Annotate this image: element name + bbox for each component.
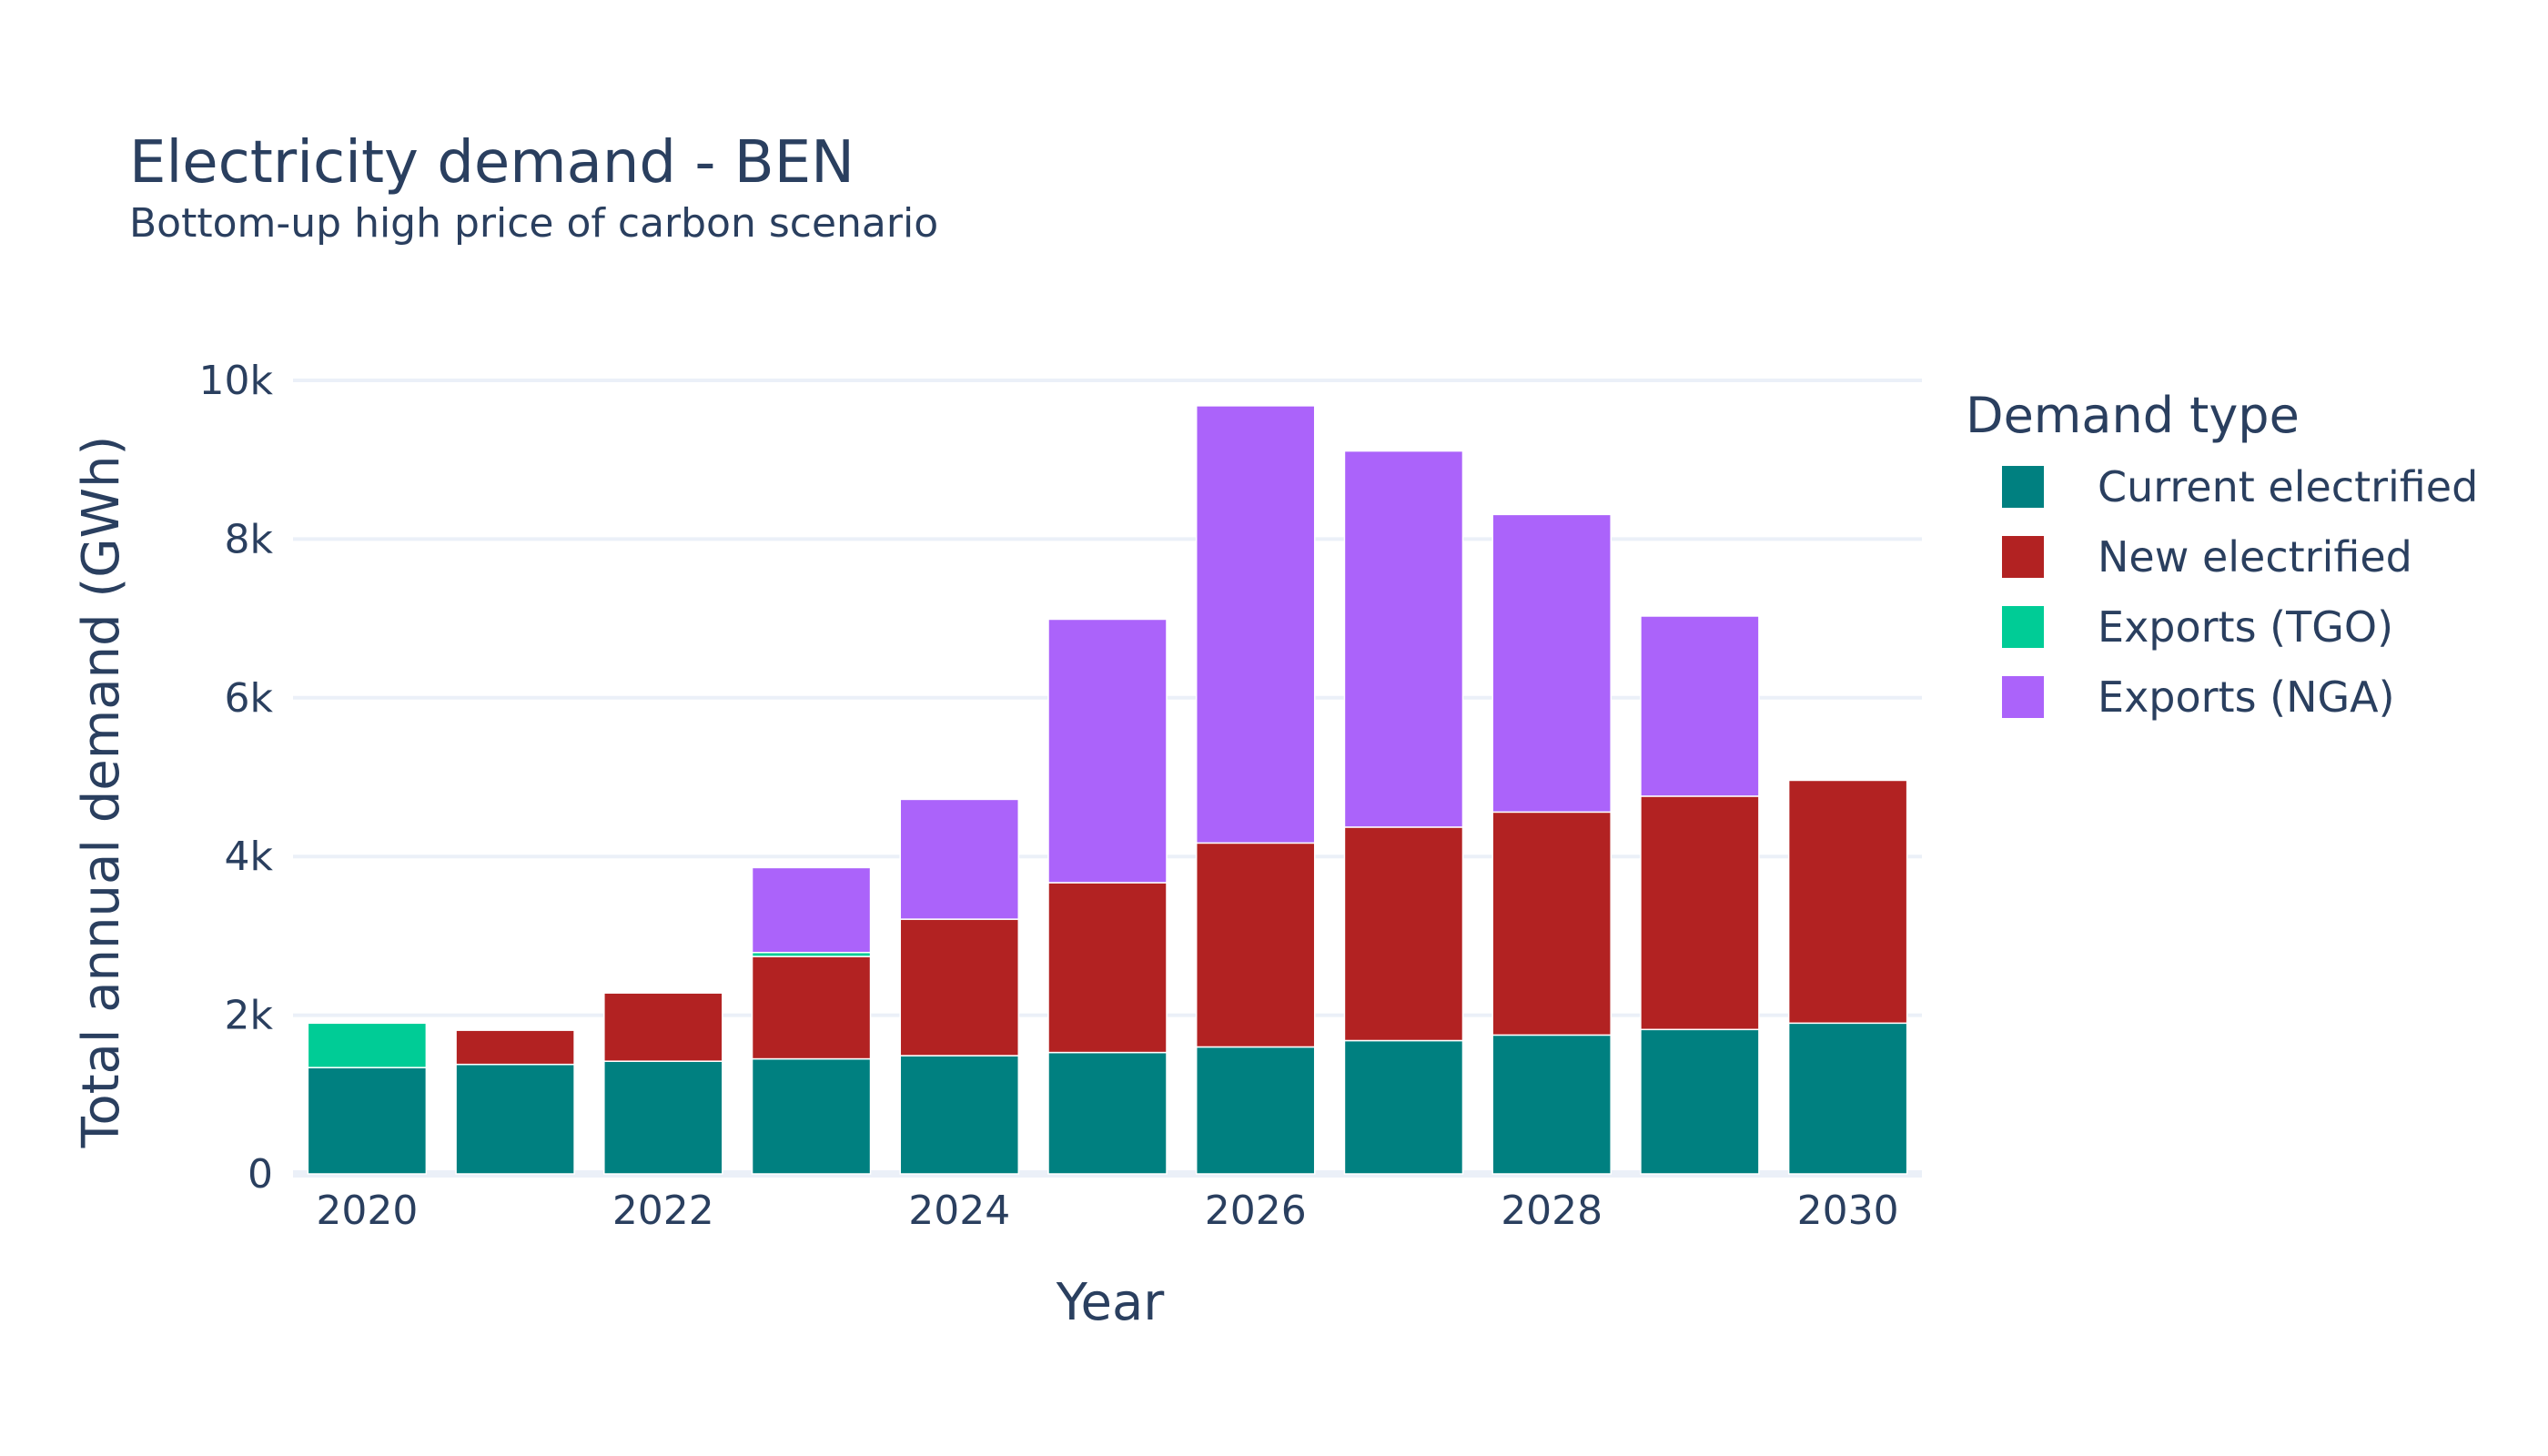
bar-segment xyxy=(1343,826,1464,1042)
bar-segment xyxy=(1047,1051,1168,1175)
x-tick-label: 2030 xyxy=(1797,1188,1899,1234)
bar-segment xyxy=(603,1060,723,1175)
x-tick-label: 2024 xyxy=(908,1188,1010,1234)
legend-label: Exports (TGO) xyxy=(2098,602,2393,652)
y-tick-label: 4k xyxy=(225,834,274,880)
x-tick-label: 2022 xyxy=(612,1188,714,1234)
y-axis-title: Total annual demand (GWh) xyxy=(72,436,131,1149)
x-tick-label: 2028 xyxy=(1501,1188,1603,1234)
bar-segment xyxy=(1343,450,1464,828)
bar-segment xyxy=(1640,795,1760,1031)
legend-label: Current electrified xyxy=(2098,462,2478,511)
bar-segment xyxy=(1491,1034,1612,1175)
bar-segment xyxy=(899,918,1020,1057)
x-axis-ticks: 2020 2022 2024 2026 2028 2030 xyxy=(316,1188,1898,1234)
chart-subtitle: Bottom-up high price of carbon scenario xyxy=(129,200,938,247)
bar-segment xyxy=(1491,811,1612,1036)
bar-segment xyxy=(751,1057,872,1175)
bar-segment xyxy=(603,992,723,1062)
bar-segment xyxy=(1491,513,1612,814)
bar-segment xyxy=(1343,1039,1464,1175)
legend-label: New electrified xyxy=(2098,532,2412,581)
x-tick-label: 2020 xyxy=(316,1188,418,1234)
bars xyxy=(307,405,1908,1175)
legend-swatch xyxy=(2002,466,2044,508)
legend: Demand type Current electrified New elect… xyxy=(1966,387,2478,722)
y-tick-label: 2k xyxy=(225,993,274,1039)
y-tick-label: 10k xyxy=(199,358,274,404)
bar-segment xyxy=(307,1022,428,1068)
bar-segment xyxy=(1787,779,1908,1025)
bar-segment xyxy=(455,1029,575,1066)
bar-segment xyxy=(899,1055,1020,1175)
chart-title: Electricity demand - BEN xyxy=(129,129,854,197)
legend-swatch xyxy=(2002,536,2044,578)
bar-segment xyxy=(751,866,872,954)
bar-segment xyxy=(1047,618,1168,884)
bar-segment xyxy=(307,1067,428,1175)
bar-segment xyxy=(1195,1046,1316,1175)
y-tick-label: 8k xyxy=(225,516,274,562)
legend-label: Exports (NGA) xyxy=(2098,672,2395,722)
bar-segment xyxy=(1195,842,1316,1048)
legend-swatch xyxy=(2002,676,2044,718)
x-tick-label: 2026 xyxy=(1205,1188,1307,1234)
bar-segment xyxy=(1047,882,1168,1054)
bar-segment xyxy=(751,956,872,1060)
bar-segment xyxy=(1787,1022,1908,1175)
legend-swatch xyxy=(2002,606,2044,648)
y-axis-ticks: 0 2k 4k 6k 8k 10k xyxy=(199,358,274,1198)
bar-segment xyxy=(455,1063,575,1175)
bar-segment xyxy=(1640,1028,1760,1175)
x-axis-title: Year xyxy=(1056,1273,1166,1332)
bar-segment xyxy=(1195,405,1316,844)
y-tick-label: 0 xyxy=(248,1151,273,1198)
legend-title: Demand type xyxy=(1966,387,2300,444)
bar-segment xyxy=(899,798,1020,920)
y-tick-label: 6k xyxy=(225,675,274,722)
bar-segment xyxy=(1640,615,1760,797)
